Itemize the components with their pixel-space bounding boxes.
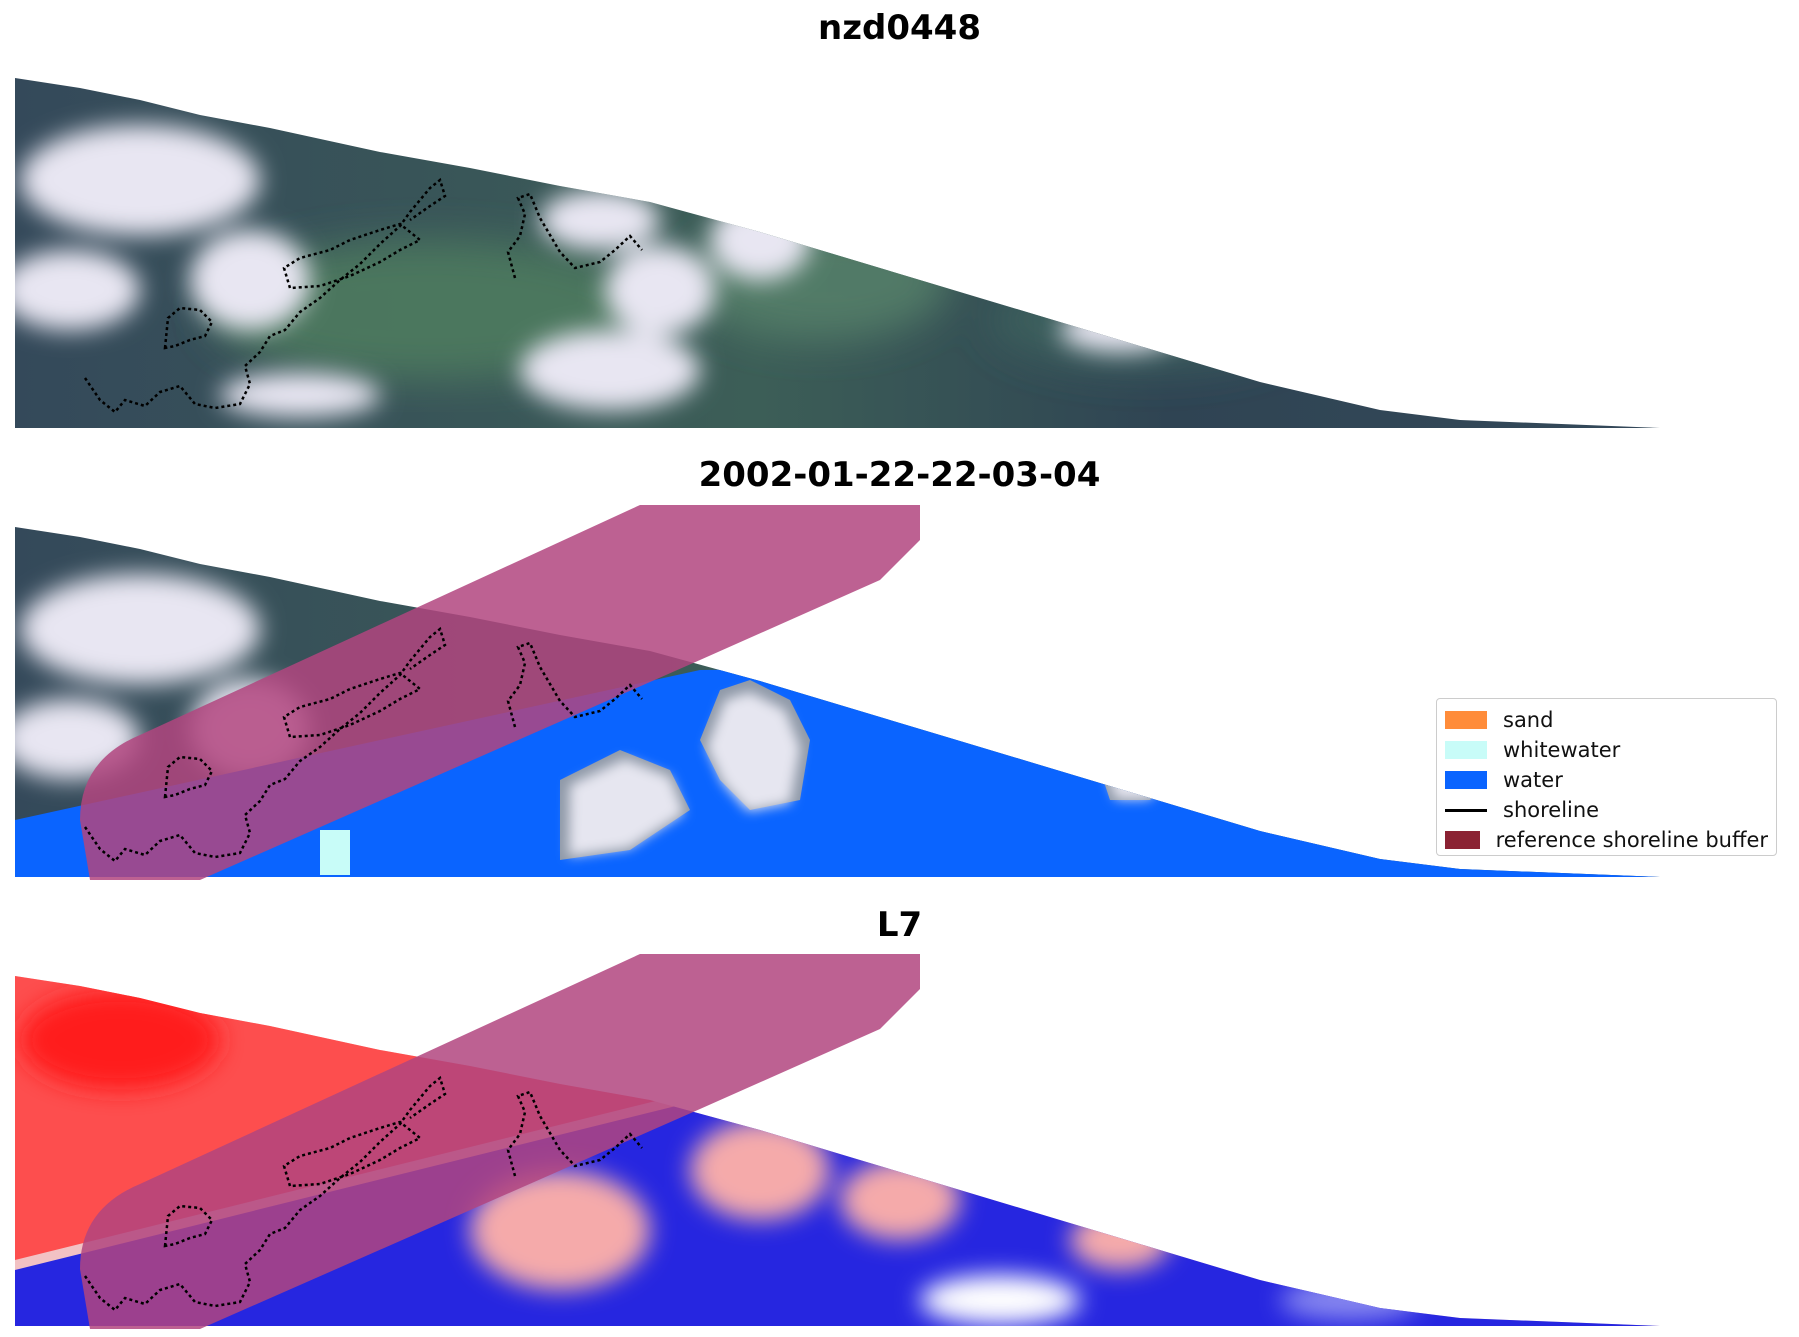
legend-label: whitewater (1503, 738, 1621, 762)
rgb-image-panel (15, 78, 1660, 428)
legend-swatch (1445, 741, 1487, 759)
panel-title-classification: 2002-01-22-22-03-04 (698, 455, 1101, 495)
panel-title-image: nzd0448 (818, 8, 981, 48)
legend-item: whitewater (1445, 735, 1768, 765)
shoreline-trace-3 (83, 1075, 643, 1312)
legend-item: water (1445, 765, 1768, 795)
legend-item: shoreline (1445, 795, 1768, 825)
panel-title-index: L7 (876, 905, 923, 945)
whitewater-patch (320, 830, 350, 875)
legend-label: shoreline (1503, 798, 1600, 822)
legend-item: sand (1445, 705, 1768, 735)
reference-buffer-2 (80, 505, 920, 880)
legend-swatch (1445, 771, 1487, 789)
shoreline-trace-1 (83, 177, 643, 414)
legend-swatch (1445, 808, 1487, 812)
legend-swatch (1445, 711, 1487, 729)
legend: sand whitewater water shoreline reference sh… (1436, 698, 1777, 856)
legend-item: reference shoreline buffer (1445, 825, 1768, 855)
shoreline-trace-2 (83, 626, 643, 863)
legend-label: sand (1503, 708, 1554, 732)
reference-buffer-3 (80, 954, 920, 1329)
legend-label: reference shoreline buffer (1495, 828, 1768, 852)
legend-swatch (1445, 831, 1480, 849)
legend-label: water (1503, 768, 1563, 792)
